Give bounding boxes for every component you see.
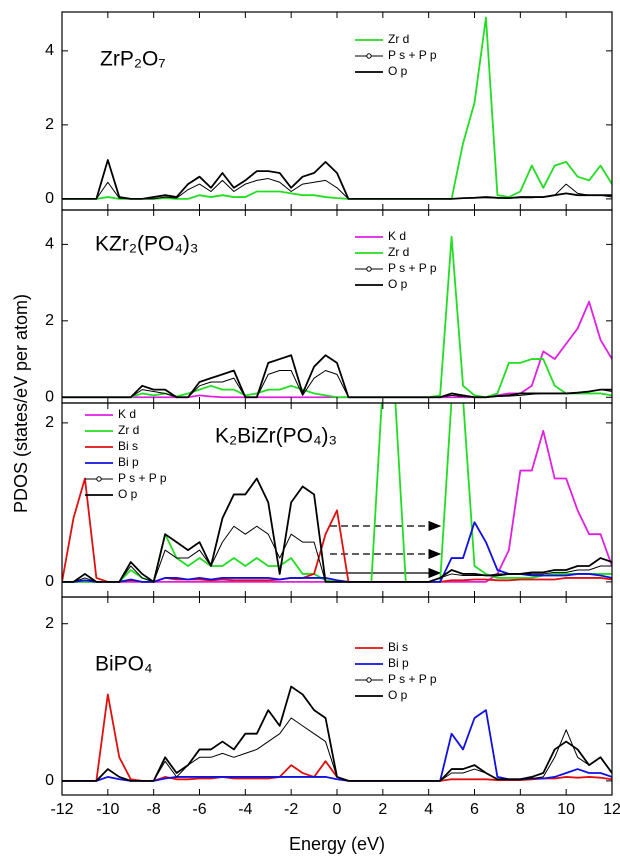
series-line	[62, 159, 612, 200]
plot-frame	[61, 596, 613, 796]
panel-title: K₂BiZr(PO₄)₃	[215, 425, 337, 448]
legend-label: P s + P p	[388, 48, 437, 62]
legend-label: Bi s	[118, 439, 138, 453]
series-line	[62, 477, 612, 583]
series-line	[62, 370, 612, 398]
x-tick-label: 6	[470, 801, 479, 818]
legend-label: Zr d	[118, 423, 139, 437]
x-tick-label: -4	[238, 801, 252, 818]
x-tick-label: -2	[284, 801, 298, 818]
x-tick-label: 0	[333, 801, 342, 818]
legend-marker	[96, 476, 102, 482]
y-axis-label: PDOS (states/eV per atom)	[11, 294, 31, 513]
x-axis-label: Energy (eV)	[289, 834, 385, 854]
y-tick-label: 2	[45, 312, 54, 329]
legend-label: O p	[388, 277, 408, 291]
series-line	[62, 235, 612, 399]
legend-label: Bi p	[118, 455, 139, 469]
series-line	[62, 709, 612, 782]
panel-title: ZrP₂O₇	[100, 48, 166, 71]
legend-label: P s + P p	[118, 471, 167, 485]
y-tick-label: 2	[45, 615, 54, 632]
legend-label: O p	[388, 64, 408, 78]
series-line	[62, 693, 612, 782]
series-line	[62, 429, 612, 583]
y-tick-label: 0	[45, 190, 54, 207]
legend-marker	[366, 53, 372, 59]
y-tick-label: 2	[45, 116, 54, 133]
x-tick-label: -12	[50, 801, 73, 818]
series-line	[62, 477, 612, 583]
y-tick-label: 4	[45, 42, 54, 59]
legend-label: K d	[118, 407, 136, 421]
y-tick-label: 0	[45, 772, 54, 789]
legend-label: O p	[388, 688, 408, 702]
legend-label: P s + P p	[388, 672, 437, 686]
legend-label: Bi p	[388, 656, 409, 670]
x-tick-label: 2	[378, 801, 387, 818]
series-line	[62, 717, 612, 782]
legend-label: Bi s	[388, 640, 408, 654]
series-line	[62, 178, 612, 200]
series-line	[62, 685, 612, 782]
legend-label: O p	[118, 487, 138, 501]
x-tick-label: 12	[603, 801, 620, 818]
legend-label: K d	[388, 229, 406, 243]
x-tick-label: -8	[147, 801, 161, 818]
x-tick-label: -6	[192, 801, 206, 818]
legend-label: P s + P p	[388, 261, 437, 275]
y-tick-label: 2	[45, 414, 54, 431]
legend-label: Zr d	[388, 32, 409, 46]
x-tick-label: -10	[96, 801, 119, 818]
panel-title: KZr₂(PO₄)₃	[95, 233, 198, 256]
legend-marker	[366, 677, 372, 683]
x-tick-label: 10	[557, 801, 575, 818]
panel-title: BiPO₄	[95, 653, 153, 676]
plot-frame	[61, 11, 613, 211]
legend-marker	[366, 266, 372, 272]
y-tick-label: 0	[45, 388, 54, 405]
x-tick-label: 8	[516, 801, 525, 818]
series-line	[62, 16, 612, 200]
legend-label: Zr d	[388, 245, 409, 259]
series-line	[62, 354, 612, 399]
y-tick-label: 4	[45, 236, 54, 253]
series-line	[62, 300, 612, 399]
x-tick-label: 4	[424, 801, 433, 818]
y-tick-label: 0	[45, 573, 54, 590]
